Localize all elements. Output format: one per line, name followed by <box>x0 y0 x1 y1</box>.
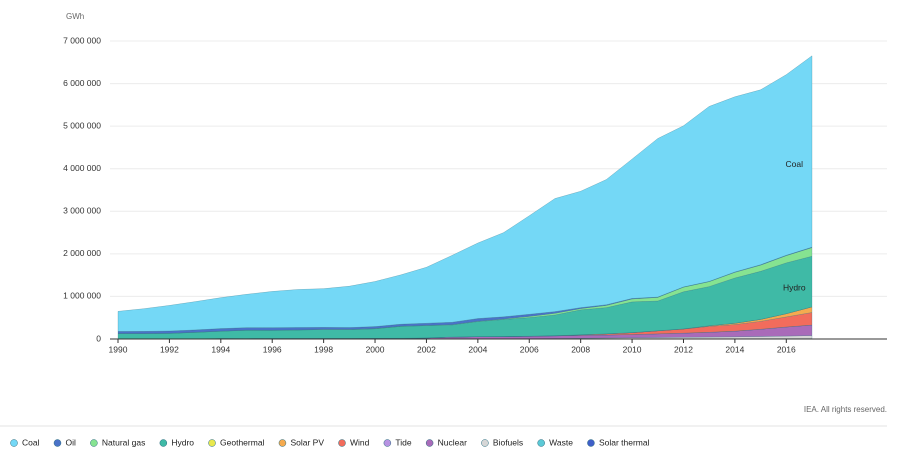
source-note: IEA. All rights reserved. <box>804 405 887 414</box>
legend-swatch <box>481 439 489 447</box>
y-unit: GWh <box>66 12 84 21</box>
legend-label: Nuclear <box>438 437 467 447</box>
x-tick-label: 2006 <box>520 344 539 354</box>
legend-label: Solar thermal <box>599 437 650 447</box>
area <box>117 55 813 332</box>
y-tick-label: 3 000 000 <box>63 206 101 216</box>
x-tick-label: 2008 <box>571 344 590 354</box>
x-tick-label: 2016 <box>777 344 796 354</box>
x-tick-label: 2000 <box>366 344 385 354</box>
x-tick-label: 1998 <box>314 344 333 354</box>
legend-label: Natural gas <box>102 437 145 447</box>
x-tick-label: 1994 <box>211 344 230 354</box>
x-tick-label: 2002 <box>417 344 436 354</box>
y-tick-label: 6 000 000 <box>63 78 101 88</box>
legend-label: Biofuels <box>493 437 523 447</box>
legend-swatch <box>159 439 168 447</box>
legend-label: Wind <box>350 437 370 447</box>
legend-swatch <box>338 439 346 447</box>
y-tick-label: 1 000 000 <box>63 291 101 301</box>
legend-swatch <box>10 439 18 447</box>
legend-label: Solar PV <box>290 437 324 447</box>
legend-swatch <box>587 439 595 447</box>
legend-swatch <box>208 439 216 447</box>
legend-swatch <box>53 439 62 447</box>
annotation: Coal <box>786 159 804 169</box>
x-tick-label: 2004 <box>468 344 487 354</box>
x-tick-label: 2010 <box>623 344 642 354</box>
legend-label: Waste <box>549 437 573 447</box>
y-tick-label: 0 <box>96 333 101 343</box>
y-tick-label: 4 000 000 <box>63 163 101 173</box>
legend-label: Tide <box>395 437 411 447</box>
legend-swatch <box>90 439 98 447</box>
legend-label: Coal <box>22 437 40 447</box>
legend-label: Oil <box>65 437 76 447</box>
annotation: Hydro <box>783 283 806 293</box>
y-tick-label: 7 000 000 <box>63 35 101 45</box>
legend: Coal Oil Natural gas Hydro Geothermal Solar P… <box>10 437 650 447</box>
x-tick-label: 1990 <box>109 344 128 354</box>
legend-label: Geothermal <box>220 437 265 447</box>
y-tick-label: 5 000 000 <box>63 120 101 130</box>
legend-swatch <box>537 439 545 447</box>
legend-label: Hydro <box>171 437 194 447</box>
legend-swatch <box>278 439 287 447</box>
x-tick-label: 2014 <box>725 344 744 354</box>
legend-swatch <box>425 439 434 447</box>
x-tick-label: 1992 <box>160 344 179 354</box>
x-tick-label: 1996 <box>263 344 282 354</box>
x-tick-label: 2012 <box>674 344 693 354</box>
legend-swatch <box>383 439 392 447</box>
y-tick-label: 2 000 000 <box>63 248 101 258</box>
